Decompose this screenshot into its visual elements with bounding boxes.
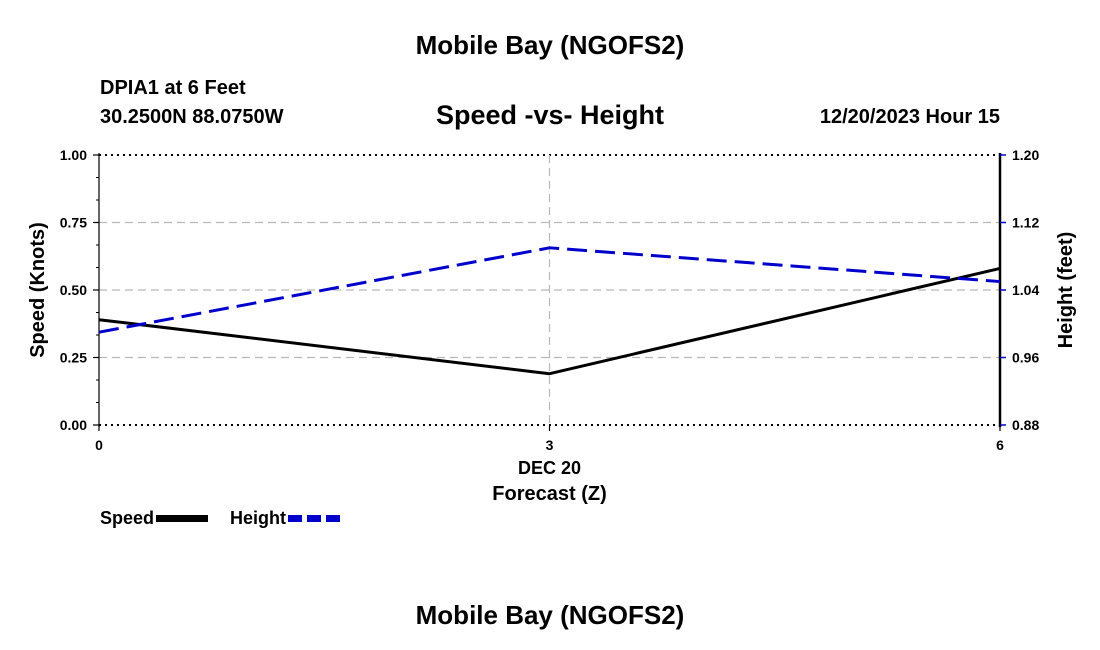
legend-height-label: Height bbox=[230, 508, 286, 528]
x-axis-tick-label: 6 bbox=[996, 437, 1004, 453]
left-axis-tick-label: 0.00 bbox=[60, 417, 87, 433]
legend-speed-swatch bbox=[156, 515, 209, 522]
page-title-bottom: Mobile Bay (NGOFS2) bbox=[415, 600, 685, 630]
x-axis-tick-label: 3 bbox=[546, 437, 554, 453]
right-axis-tick-label: 0.88 bbox=[1012, 417, 1039, 433]
left-axis-tick-label: 0.50 bbox=[60, 282, 87, 298]
legend-speed-label: Speed bbox=[100, 508, 155, 528]
series-line-speed bbox=[98, 266, 1001, 376]
legend-height-swatch bbox=[288, 515, 340, 522]
left-axis-tick-label: 0.75 bbox=[60, 215, 87, 231]
station-coordinates: 30.2500N 88.0750W bbox=[100, 106, 284, 128]
right-axis-label: Height (feet) bbox=[1055, 232, 1077, 349]
station-label: DPIA1 at 6 Feet bbox=[100, 77, 246, 99]
legend-item-height: Height bbox=[230, 508, 340, 529]
right-axis-tick-label: 1.04 bbox=[1012, 282, 1039, 298]
chart-title: Speed -vs- Height bbox=[435, 100, 665, 130]
x-axis-sublabel: DEC 20 bbox=[518, 458, 581, 478]
right-axis-tick-label: 0.96 bbox=[1012, 350, 1039, 366]
page-title-top: Mobile Bay (NGOFS2) bbox=[415, 30, 685, 60]
left-axis-tick-label: 1.00 bbox=[60, 147, 87, 163]
legend-item-speed: Speed bbox=[100, 508, 209, 529]
right-axis-tick-label: 1.12 bbox=[1012, 215, 1039, 231]
right-axis-tick-label: 1.20 bbox=[1012, 147, 1039, 163]
left-axis-label: Speed (Knots) bbox=[27, 222, 49, 358]
forecast-datetime: 12/20/2023 Hour 15 bbox=[819, 106, 1000, 128]
left-axis-tick-label: 0.25 bbox=[60, 350, 87, 366]
series-line-height bbox=[98, 246, 1001, 334]
x-axis-tick-label: 0 bbox=[95, 437, 103, 453]
x-axis-label: Forecast (Z) bbox=[492, 483, 606, 505]
